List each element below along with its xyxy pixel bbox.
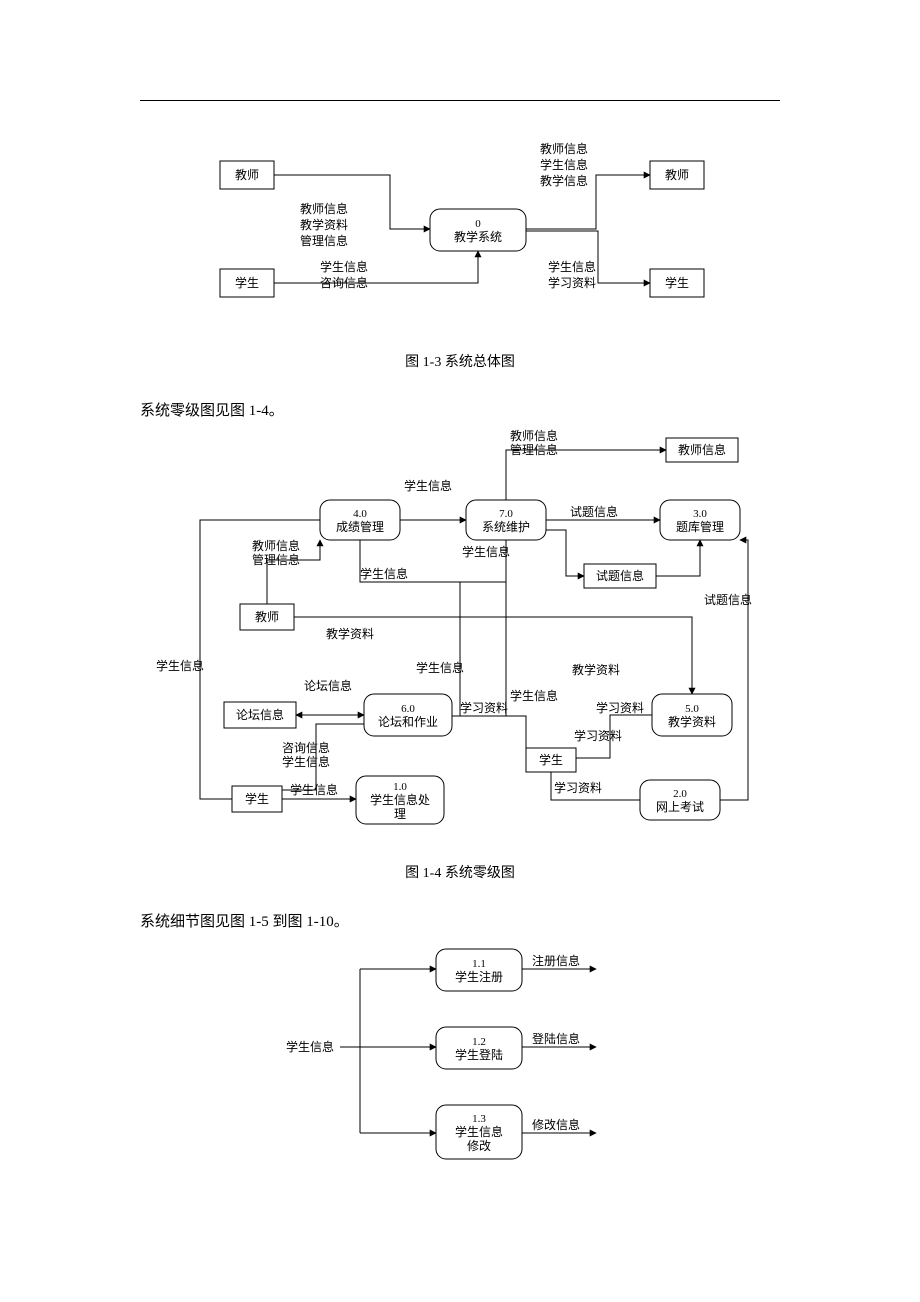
figure-1-3-caption: 图 1-3 系统总体图 bbox=[140, 351, 780, 371]
svg-text:1.1: 1.1 bbox=[472, 958, 486, 970]
svg-text:学生信息: 学生信息 bbox=[360, 566, 408, 581]
svg-text:教学信息: 教学信息 bbox=[540, 173, 588, 188]
svg-text:学生: 学生 bbox=[245, 791, 269, 806]
svg-text:1.3: 1.3 bbox=[472, 1113, 486, 1125]
svg-text:教学资料: 教学资料 bbox=[668, 714, 716, 729]
svg-text:1.2: 1.2 bbox=[472, 1036, 486, 1048]
svg-text:6.0: 6.0 bbox=[401, 703, 415, 715]
svg-text:学习资料: 学习资料 bbox=[596, 700, 644, 715]
svg-text:学生: 学生 bbox=[539, 752, 563, 767]
svg-text:修改信息: 修改信息 bbox=[532, 1117, 580, 1132]
svg-text:试题信息: 试题信息 bbox=[596, 568, 644, 583]
svg-text:教师: 教师 bbox=[665, 167, 689, 182]
figure-1-4-caption: 图 1-4 系统零级图 bbox=[140, 862, 780, 882]
svg-text:理: 理 bbox=[394, 807, 406, 821]
svg-text:学生登陆: 学生登陆 bbox=[455, 1047, 503, 1062]
svg-text:论坛信息: 论坛信息 bbox=[236, 707, 284, 722]
svg-text:题库管理: 题库管理 bbox=[676, 519, 724, 534]
svg-text:系统维护: 系统维护 bbox=[482, 520, 530, 534]
svg-text:教学资料: 教学资料 bbox=[300, 217, 348, 232]
svg-text:教师信息: 教师信息 bbox=[510, 428, 558, 443]
svg-text:管理信息: 管理信息 bbox=[252, 552, 300, 567]
svg-text:教师: 教师 bbox=[235, 167, 259, 182]
svg-text:管理信息: 管理信息 bbox=[300, 233, 348, 248]
svg-text:论坛信息: 论坛信息 bbox=[304, 678, 352, 693]
svg-text:教学资料: 教学资料 bbox=[572, 662, 620, 677]
figure-1-3: 教师信息教学资料管理信息学生信息咨询信息教师信息学生信息教学信息学生信息学习资料… bbox=[200, 141, 720, 341]
svg-text:学生信息: 学生信息 bbox=[416, 660, 464, 675]
paragraph-2: 系统细节图见图 1-5 到图 1-10。 bbox=[140, 910, 780, 931]
svg-text:学生信息: 学生信息 bbox=[462, 544, 510, 559]
svg-text:3.0: 3.0 bbox=[693, 508, 707, 520]
svg-text:教师信息: 教师信息 bbox=[540, 141, 588, 156]
svg-text:2.0: 2.0 bbox=[673, 788, 687, 800]
svg-text:注册信息: 注册信息 bbox=[532, 953, 580, 968]
svg-text:学生信息: 学生信息 bbox=[156, 658, 204, 673]
svg-text:学生信息: 学生信息 bbox=[510, 688, 558, 703]
svg-text:学生: 学生 bbox=[235, 275, 259, 290]
svg-text:咨询信息: 咨询信息 bbox=[320, 275, 368, 290]
top-divider bbox=[140, 100, 780, 101]
svg-text:4.0: 4.0 bbox=[353, 508, 367, 520]
svg-text:管理信息: 管理信息 bbox=[510, 442, 558, 457]
svg-text:学生信息: 学生信息 bbox=[282, 754, 330, 769]
svg-text:学生信息处: 学生信息处 bbox=[370, 792, 430, 807]
svg-text:登陆信息: 登陆信息 bbox=[532, 1031, 580, 1046]
page: 教师信息教学资料管理信息学生信息咨询信息教师信息学生信息教学信息学生信息学习资料… bbox=[140, 100, 780, 1163]
svg-text:成绩管理: 成绩管理 bbox=[336, 519, 384, 534]
svg-text:学生: 学生 bbox=[665, 275, 689, 290]
svg-text:学生信息: 学生信息 bbox=[320, 259, 368, 274]
svg-text:学习资料: 学习资料 bbox=[548, 275, 596, 290]
svg-text:学习资料: 学习资料 bbox=[554, 780, 602, 795]
svg-text:学生信息: 学生信息 bbox=[540, 157, 588, 172]
svg-text:教学系统: 教学系统 bbox=[454, 229, 502, 244]
svg-text:1.0: 1.0 bbox=[393, 781, 407, 793]
svg-text:教师信息: 教师信息 bbox=[300, 201, 348, 216]
svg-text:学生信息: 学生信息 bbox=[404, 478, 452, 493]
svg-text:0: 0 bbox=[475, 218, 481, 230]
paragraph-1: 系统零级图见图 1-4。 bbox=[140, 399, 780, 420]
figure-1-4: 学生信息学生信息教师信息管理信息试题信息试题信息教师信息管理信息学生信息学生信息… bbox=[140, 432, 780, 852]
svg-text:7.0: 7.0 bbox=[499, 508, 513, 520]
svg-text:学习资料: 学习资料 bbox=[574, 728, 622, 743]
svg-text:5.0: 5.0 bbox=[685, 703, 699, 715]
svg-text:试题信息: 试题信息 bbox=[570, 504, 618, 519]
svg-text:教师: 教师 bbox=[255, 609, 279, 624]
svg-text:论坛和作业: 论坛和作业 bbox=[378, 715, 438, 729]
svg-text:教学资料: 教学资料 bbox=[326, 626, 374, 641]
svg-text:学生信息: 学生信息 bbox=[548, 259, 596, 274]
svg-text:试题信息: 试题信息 bbox=[704, 592, 752, 607]
svg-text:学习资料: 学习资料 bbox=[460, 700, 508, 715]
svg-text:咨询信息: 咨询信息 bbox=[282, 740, 330, 755]
svg-text:学生信息: 学生信息 bbox=[455, 1124, 503, 1139]
svg-text:网上考试: 网上考试 bbox=[656, 799, 704, 814]
svg-text:学生注册: 学生注册 bbox=[455, 969, 503, 984]
svg-text:修改: 修改 bbox=[467, 1138, 491, 1153]
svg-text:教师信息: 教师信息 bbox=[678, 442, 726, 457]
svg-text:教师信息: 教师信息 bbox=[252, 538, 300, 553]
svg-text:学生信息: 学生信息 bbox=[286, 1039, 334, 1054]
figure-1-5: 学生信息注册信息登陆信息修改信息1.1学生注册1.2学生登陆1.3学生信息修改 bbox=[250, 943, 670, 1163]
